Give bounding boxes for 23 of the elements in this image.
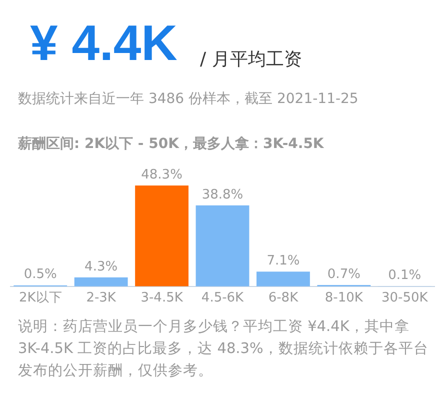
bar	[74, 277, 128, 286]
chart-subtitle: / 月平均工资	[200, 48, 302, 71]
data-label: 0.5%	[24, 267, 57, 282]
data-label: 0.7%	[327, 266, 360, 282]
x-tick-label: 30-50K	[381, 290, 428, 306]
x-tick-label: 2K以下	[18, 290, 62, 306]
data-label: 38.8%	[202, 187, 244, 202]
chart-title: ¥ 4.4K	[30, 14, 178, 72]
bar	[196, 205, 250, 286]
x-tick-label: 3-4.5K	[140, 290, 184, 306]
x-tick-label: 6-8K	[268, 290, 299, 306]
data-label: 48.3%	[141, 167, 182, 182]
bar	[135, 186, 188, 286]
text: 薪酬区间: 2K以下 - 50K，最多人拿：3K-4.5K	[18, 135, 324, 153]
x-tick-label: 2-3K	[86, 290, 116, 306]
data-label: 4.3%	[84, 259, 118, 274]
x-tick-label: 8-10K	[324, 290, 364, 306]
text: 数据统计来自近一年 3486 份样本，截至 2021-11-25	[18, 90, 358, 108]
x-tick-label: 4.5-6K	[201, 290, 244, 306]
data-label: 0.1%	[388, 268, 422, 284]
data-label: 7.1%	[266, 253, 300, 268]
bar	[256, 272, 310, 286]
text: 说明：药店营业员一个月多少钱？平均工资 ¥4.4K，其中拿 3K-4.5K 工资的占比最多，达 48.3%，数据统计依赖于各平台发布的公开薪酬，仅供参考。	[18, 318, 430, 381]
